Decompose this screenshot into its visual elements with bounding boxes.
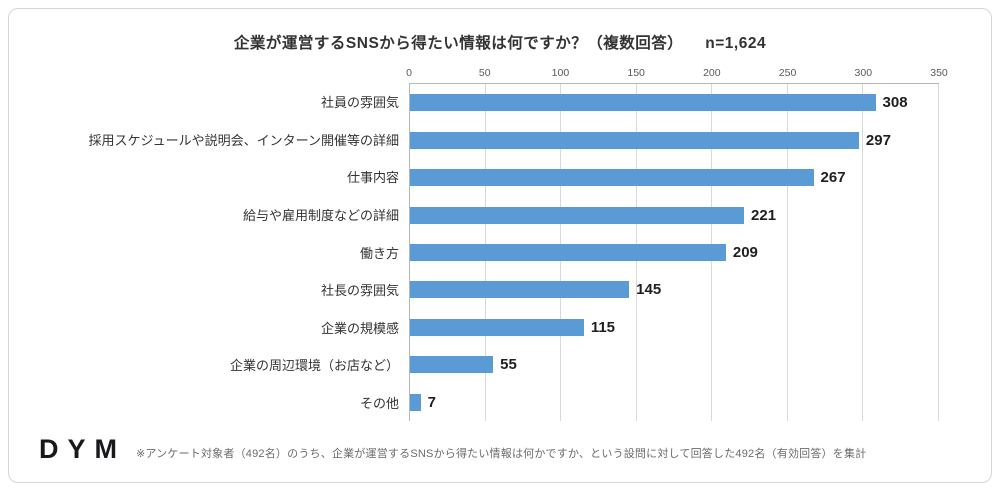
gridline — [786, 84, 788, 421]
bar — [410, 393, 421, 411]
bars-area: 308 297 267 221 209 145 115 55 7 — [410, 84, 939, 421]
bar-value-label: 308 — [882, 94, 908, 112]
category-label: 採用スケジュールや説明会、インターン開催等の詳細 — [88, 132, 399, 148]
footnote: ※アンケート対象者（492名）のうち、企業が運営するSNSから得たい情報は何かで… — [136, 448, 867, 460]
x-axis-tick-label: 50 — [478, 67, 491, 79]
category-label: 給与や雇用制度などの詳細 — [242, 207, 399, 223]
sample-size-label: n=1,624 — [705, 35, 767, 52]
category-label: その他 — [359, 395, 399, 411]
category-label: 企業の周辺環境（お店など） — [229, 358, 399, 374]
plot-area: 308 297 267 221 209 145 115 55 7 — [409, 83, 939, 421]
chart-title-row: 企業が運営するSNSから得たい情報は何ですか？（複数回答） n=1,624 — [9, 31, 991, 53]
bar-value-label: 221 — [751, 206, 777, 224]
bar-value-label: 7 — [427, 393, 436, 411]
footer: DYM ※アンケート対象者（492名）のうち、企業が運営するSNSから得たい情報… — [39, 434, 991, 465]
bar-row: 297 — [410, 121, 939, 158]
x-axis-tick-label: 200 — [703, 67, 721, 79]
bar-row: 209 — [410, 234, 939, 271]
bar-row: 308 — [410, 84, 939, 121]
bar — [410, 243, 726, 261]
bar-row: 221 — [410, 196, 939, 233]
bar-value-label: 145 — [636, 281, 662, 299]
x-axis-tick-label: 250 — [778, 67, 797, 79]
bar — [410, 131, 859, 149]
bar — [410, 318, 584, 336]
bar-row: 7 — [410, 384, 939, 421]
x-axis-tick-label: 150 — [627, 67, 645, 79]
bar-row: 267 — [410, 159, 939, 196]
x-axis-tick-label: 300 — [854, 67, 873, 79]
bar-value-label: 267 — [820, 169, 846, 187]
bar — [410, 206, 745, 224]
bar-row: 145 — [410, 271, 939, 308]
bar-value-label: 297 — [865, 131, 891, 149]
gridline — [862, 84, 864, 421]
category-label: 社員の雰囲気 — [320, 95, 399, 111]
x-axis-tick-label: 0 — [406, 67, 412, 79]
bar-chart: 0 50 100 150 200 250 300 350 社員の雰囲気採用スケジュールや説明会… — [21, 61, 991, 421]
bar-row: 55 — [410, 346, 939, 383]
bar — [410, 94, 876, 112]
x-axis-ticks: 0 50 100 150 200 250 300 350 — [406, 61, 948, 83]
dym-logo: DYM — [39, 434, 126, 464]
bar — [410, 169, 814, 187]
bar-value-label: 55 — [500, 356, 517, 374]
category-label: 仕事内容 — [346, 170, 399, 186]
category-label: 働き方 — [359, 245, 399, 261]
category-labels: 社員の雰囲気採用スケジュールや説明会、インターン開催等の詳細仕事内容給与や雇用制… — [21, 83, 409, 421]
bar-row: 115 — [410, 309, 939, 346]
x-axis-tick-label: 350 — [930, 67, 948, 79]
gridline — [938, 84, 939, 421]
bar — [410, 281, 630, 299]
chart-title: 企業が運営するSNSから得たい情報は何ですか？（複数回答） — [233, 35, 684, 52]
bar-value-label: 209 — [732, 243, 758, 261]
x-axis-tick-label: 100 — [551, 67, 570, 79]
category-label: 社長の雰囲気 — [320, 283, 399, 299]
bar — [410, 356, 494, 374]
category-label: 企業の規模感 — [320, 320, 399, 336]
chart-card: 企業が運営するSNSから得たい情報は何ですか？（複数回答） n=1,624 0 50… — [8, 8, 992, 483]
bar-value-label: 115 — [590, 318, 616, 336]
